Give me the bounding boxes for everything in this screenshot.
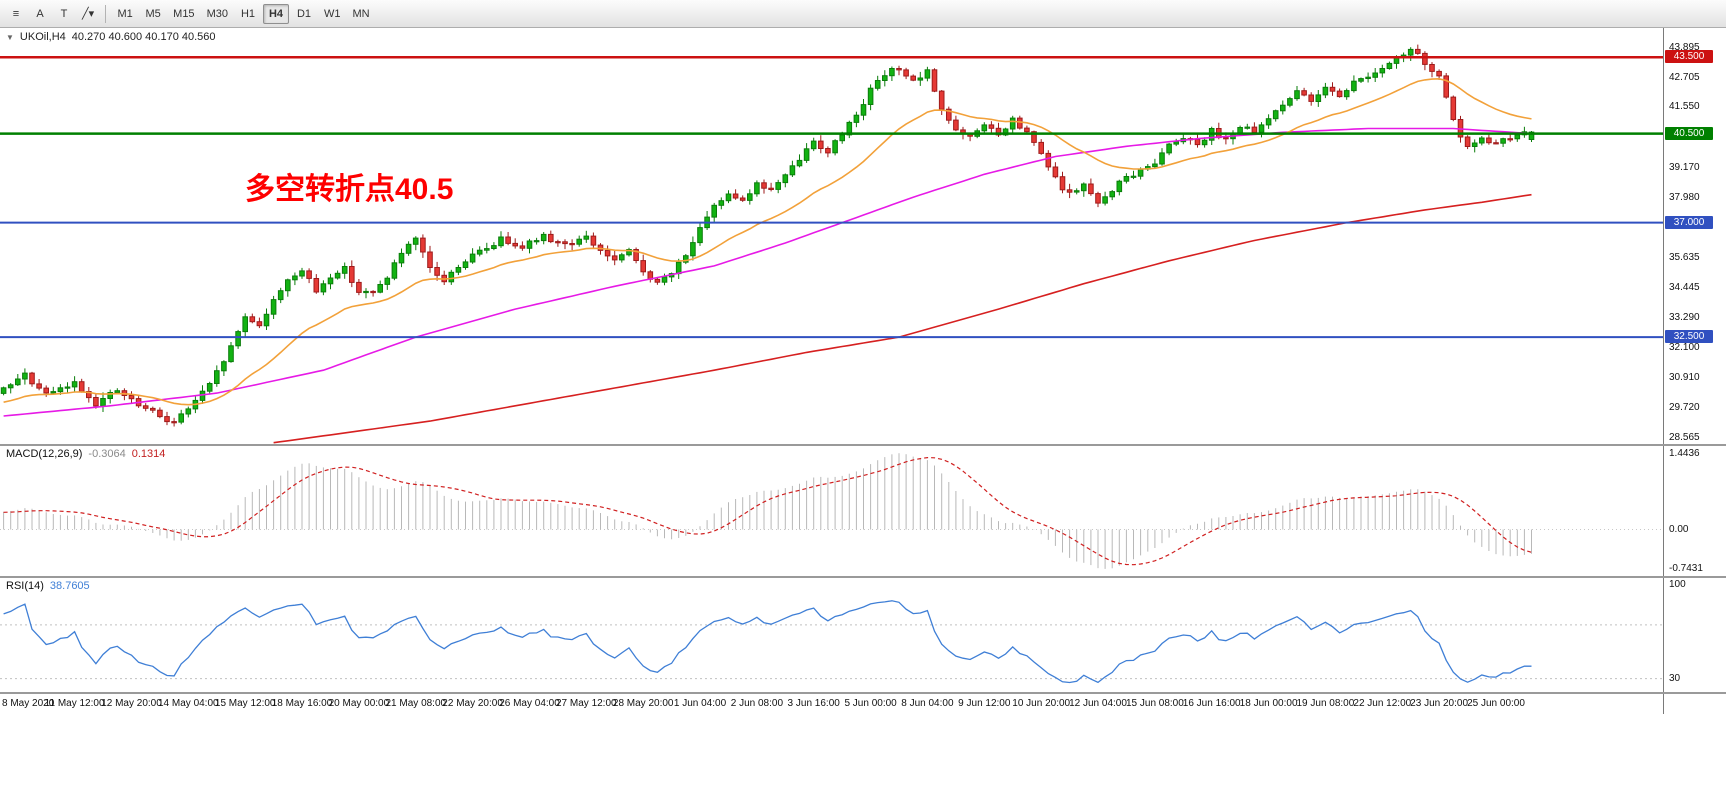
time-label: 26 May 04:00 (499, 698, 560, 709)
panel-divider[interactable] (0, 576, 1726, 578)
macd-header: MACD(12,26,9) -0.3064 0.1314 (6, 448, 165, 460)
timeframe-button-d1[interactable]: D1 (291, 4, 317, 24)
price-tick-label: 43.895 (1669, 41, 1700, 53)
time-axis-corner (1663, 694, 1726, 714)
macd-tick-label: -0.7431 (1669, 563, 1703, 575)
rsi-canvas[interactable] (0, 578, 1663, 692)
toolbar-icon-group: ≡ A T ╱▾ (4, 4, 100, 24)
time-label: 8 May 2020 (2, 698, 55, 709)
panel-divider[interactable] (0, 444, 1726, 446)
timeframe-button-mn[interactable]: MN (347, 4, 374, 24)
macd-axis[interactable]: 1.4436 0.00 -0.7431 (1663, 446, 1726, 576)
ohlc-values: 40.270 40.600 40.170 40.560 (71, 31, 216, 43)
time-label: 25 Jun 00:00 (1467, 698, 1525, 709)
bottom-filler (0, 714, 1726, 794)
price-tick-label: 39.170 (1669, 161, 1700, 173)
time-axis[interactable]: 8 May 2020 11 May 12:00 12 May 20:00 14 May… (0, 694, 1726, 714)
symbol-timeframe-label: UKOil,H4 (19, 31, 66, 43)
time-label: 3 Jun 16:00 (787, 698, 840, 709)
macd-canvas[interactable] (0, 446, 1663, 576)
time-label: 16 Jun 16:00 (1182, 698, 1241, 709)
timeframe-button-h1[interactable]: H1 (235, 4, 261, 24)
hline-price-badge: 43.500 (1665, 50, 1713, 64)
time-label: 28 May 20:00 (612, 698, 674, 709)
macd-panel: 1.4436 0.00 -0.7431 MACD(12,26,9) -0.3064 … (0, 446, 1726, 576)
timeframe-button-m15[interactable]: M15 (168, 4, 199, 24)
time-label: 18 Jun 00:00 (1239, 698, 1298, 709)
chart-header: ▼ UKOil,H4 40.270 40.600 40.170 40.560 (6, 31, 216, 43)
hline-price-badge: 37.000 (1665, 215, 1713, 229)
time-label: 15 Jun 08:00 (1125, 698, 1184, 709)
chevron-down-icon[interactable]: ▼ (6, 32, 14, 42)
time-label: 20 May 00:00 (328, 698, 390, 709)
rsi-header: RSI(14) 38.7605 (6, 580, 90, 592)
rsi-label: RSI(14) (6, 580, 44, 592)
toolbar: ≡ A T ╱▾ M1 M5 M15 M30 H1 H4 D1 W1 MN (0, 0, 1726, 28)
price-chart-canvas[interactable] (0, 28, 1663, 444)
time-label: 14 May 04:00 (157, 698, 219, 709)
price-tick-label: 41.550 (1669, 101, 1700, 113)
toolbar-separator (105, 4, 107, 23)
time-label: 19 Jun 08:00 (1296, 698, 1355, 709)
macd-signal-value: 0.1314 (131, 448, 166, 460)
timeframe-button-m30[interactable]: M30 (202, 4, 233, 24)
rsi-tick-label: 30 (1669, 673, 1681, 685)
time-label: 23 Jun 20:00 (1410, 698, 1469, 709)
draw-tool-dropdown[interactable]: ╱▾ (77, 4, 99, 24)
price-tick-label: 33.290 (1669, 311, 1700, 323)
rsi-panel: 100 30 RSI(14) 38.7605 (0, 578, 1726, 692)
time-label: 12 Jun 04:00 (1069, 698, 1127, 709)
time-label: 22 May 20:00 (442, 698, 503, 709)
time-label: 21 May 08:00 (385, 698, 447, 709)
time-label: 8 Jun 04:00 (901, 698, 954, 709)
macd-label: MACD(12,26,9) (6, 448, 83, 460)
price-tick-label: 28.565 (1669, 431, 1700, 443)
timeframe-button-group: M1 M5 M15 M30 H1 H4 D1 W1 MN (111, 3, 375, 24)
price-tick-label: 42.705 (1669, 72, 1700, 83)
rsi-value: 38.7605 (49, 580, 90, 592)
price-tick-label: 30.910 (1669, 372, 1700, 384)
hline-price-badge: 40.500 (1665, 126, 1713, 140)
time-label: 2 Jun 08:00 (730, 698, 784, 709)
chart-annotation-text: 多空转折点40.5 (245, 173, 454, 206)
time-label: 12 May 20:00 (101, 698, 162, 709)
rsi-axis[interactable]: 100 30 (1663, 578, 1726, 692)
timeframe-button-w1[interactable]: W1 (319, 4, 346, 24)
price-tick-label: 35.635 (1669, 251, 1700, 263)
price-tick-label: 34.445 (1669, 282, 1700, 294)
time-label: 18 May 16:00 (271, 698, 333, 709)
price-tick-label: 32.100 (1669, 341, 1700, 353)
time-label: 22 Jun 12:00 (1353, 698, 1412, 709)
price-tick-label: 29.720 (1669, 402, 1700, 414)
time-label: 15 May 12:00 (214, 698, 276, 709)
time-label: 1 Jun 04:00 (673, 698, 727, 709)
time-label: 9 Jun 12:00 (958, 698, 1011, 709)
macd-tick-label: 0.00 (1669, 524, 1689, 535)
time-label: 11 May 12:00 (44, 698, 105, 709)
tool-a-button[interactable]: A (29, 4, 51, 24)
panel-divider (0, 692, 1726, 694)
macd-main-value: -0.3064 (88, 448, 126, 460)
price-axis[interactable]: 43.895 42.705 41.550 39.170 37.980 35.635 34.4… (1663, 28, 1726, 444)
tool-t-button[interactable]: T (53, 4, 75, 24)
time-label: 27 May 12:00 (555, 698, 617, 709)
main-chart-panel: 43.895 42.705 41.550 39.170 37.980 35.635 34.4… (0, 28, 1726, 444)
timeframe-button-m1[interactable]: M1 (112, 4, 138, 24)
time-label: 5 Jun 00:00 (844, 698, 897, 709)
hline-price-badge: 32.500 (1665, 330, 1713, 344)
rsi-tick-label: 100 (1669, 579, 1686, 591)
chart-list-icon[interactable]: ≡ (5, 4, 27, 24)
timeframe-button-h4[interactable]: H4 (262, 3, 289, 24)
time-label: 10 Jun 20:00 (1012, 698, 1071, 709)
timeframe-button-m5[interactable]: M5 (140, 4, 166, 24)
macd-tick-label: 1.4436 (1669, 447, 1700, 459)
price-tick-label: 37.980 (1669, 192, 1700, 204)
